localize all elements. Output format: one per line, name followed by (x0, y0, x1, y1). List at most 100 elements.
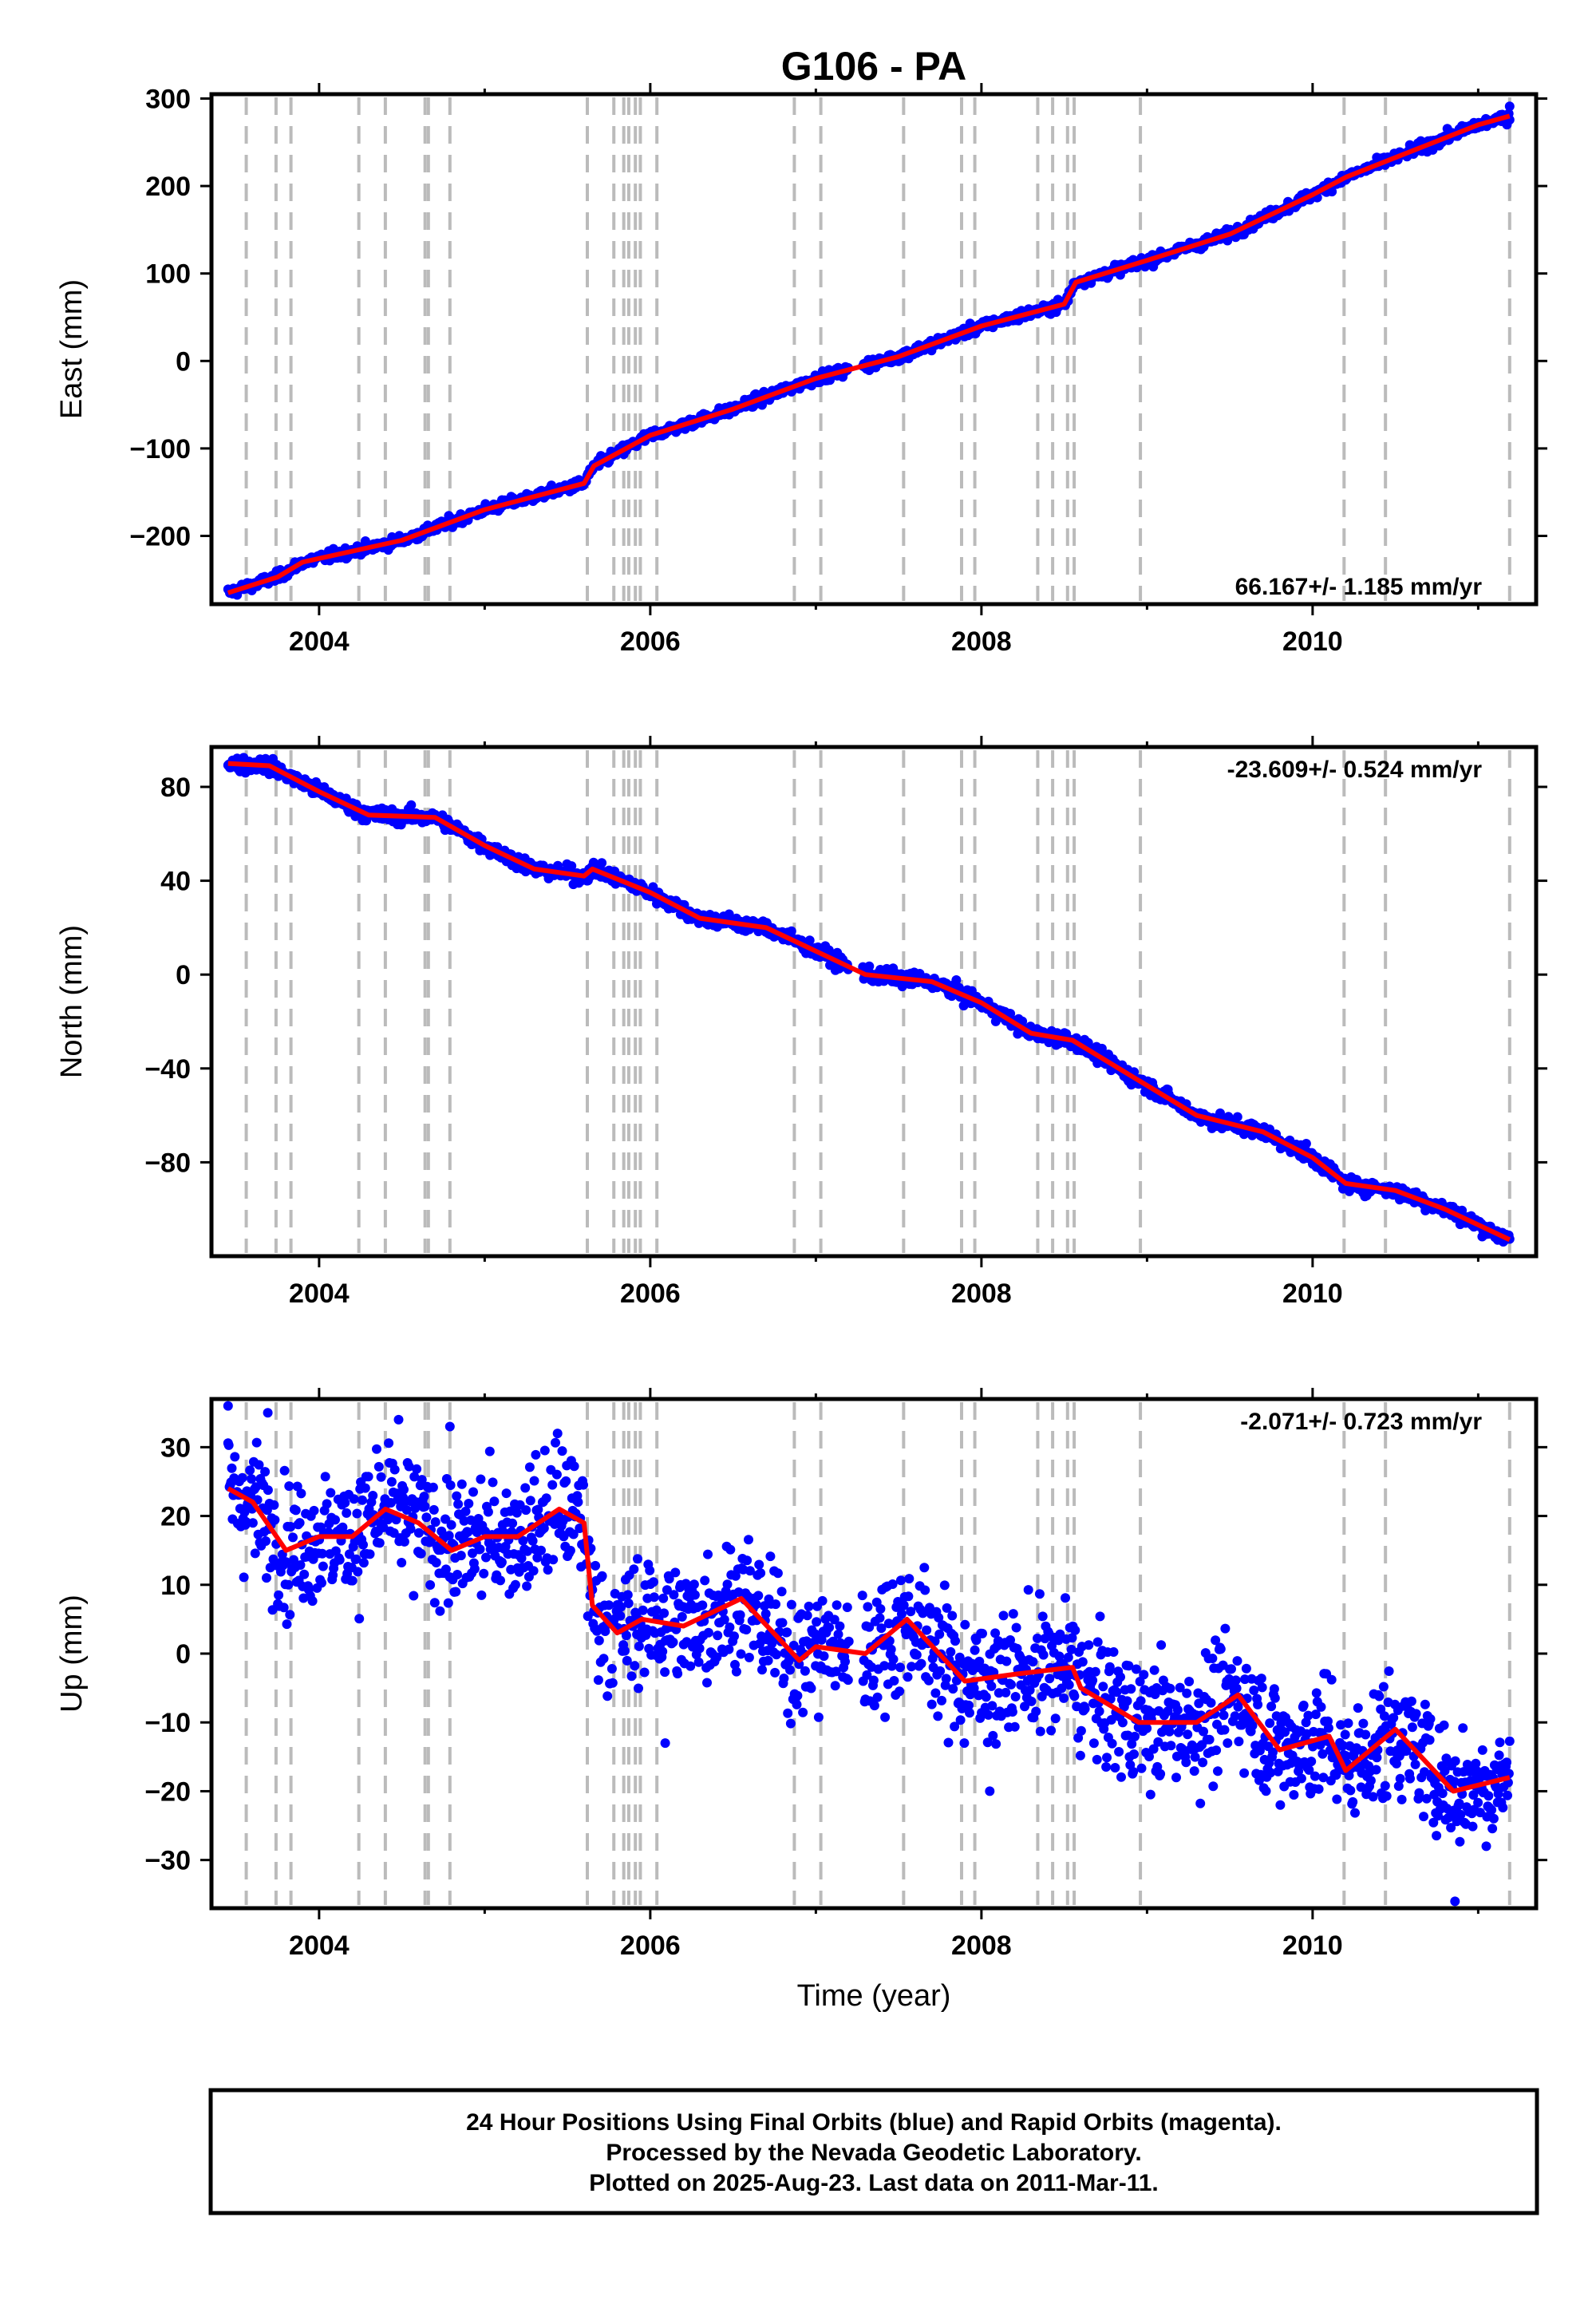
data-point (1395, 1773, 1405, 1784)
x-axis-title: Time (year) (797, 1979, 951, 2013)
data-point (567, 861, 577, 871)
data-point (864, 961, 875, 971)
data-point (1450, 1896, 1460, 1907)
data-point (606, 1664, 617, 1674)
data-point (602, 1691, 613, 1701)
data-point (1410, 1759, 1420, 1769)
data-point (615, 1611, 626, 1621)
data-point (783, 1708, 793, 1718)
data-point (445, 1480, 456, 1490)
data-point (895, 1575, 906, 1586)
data-point (819, 1651, 829, 1662)
up-rate-label: -2.071+/- 0.723 mm/yr (1240, 1409, 1482, 1435)
data-point (638, 1605, 648, 1615)
data-point (279, 1603, 289, 1613)
data-point (481, 1552, 491, 1563)
data-point (1046, 1725, 1057, 1736)
data-point (753, 1591, 764, 1601)
data-point (1481, 1841, 1491, 1852)
data-point (946, 1646, 956, 1657)
data-point (930, 1688, 941, 1698)
data-point (223, 1440, 234, 1450)
data-point (833, 1629, 843, 1639)
data-point (1007, 1707, 1017, 1717)
data-point (607, 1678, 618, 1688)
data-point (1031, 1706, 1041, 1717)
data-point (1488, 1813, 1499, 1824)
data-point (620, 1646, 630, 1656)
data-point (806, 1683, 816, 1694)
data-point (1034, 1589, 1045, 1599)
data-point (1181, 1757, 1191, 1768)
data-point (782, 1627, 792, 1638)
data-point (1343, 1718, 1353, 1729)
data-point (429, 1504, 439, 1515)
data-point (800, 1666, 810, 1676)
data-point (247, 1474, 257, 1484)
east-model-line (227, 113, 1511, 595)
data-point (792, 1690, 803, 1701)
data-point (1495, 1737, 1505, 1748)
data-point (245, 1465, 255, 1476)
data-point (317, 1578, 326, 1588)
data-point (1345, 1785, 1356, 1796)
data-point (955, 1715, 966, 1725)
data-point (294, 1518, 305, 1528)
up-x-axis: 2004 2006 2008 2010 (289, 1388, 1479, 1961)
data-point (451, 1587, 461, 1597)
data-point (648, 1577, 658, 1587)
data-point (744, 1652, 754, 1662)
data-point (1477, 1745, 1487, 1755)
data-point (1101, 1762, 1112, 1772)
data-point (1122, 1696, 1132, 1706)
data-point (835, 1621, 845, 1631)
data-point (875, 1613, 885, 1623)
data-point (230, 1452, 240, 1462)
data-point (425, 1580, 436, 1590)
data-point (1219, 1710, 1229, 1721)
data-point (725, 1622, 735, 1632)
data-point (594, 1635, 604, 1646)
data-point (1006, 1679, 1016, 1690)
data-point (1323, 1723, 1333, 1733)
data-point (510, 1579, 520, 1590)
data-point (677, 1611, 687, 1622)
data-point (279, 1465, 290, 1476)
data-point (991, 1739, 1001, 1749)
east-x-axis: 2004 2006 2008 2010 (289, 83, 1479, 657)
data-point (1266, 1701, 1277, 1712)
data-point (1088, 1675, 1098, 1686)
data-point (756, 1568, 766, 1579)
data-point (270, 1515, 280, 1525)
data-point (456, 1479, 467, 1489)
data-point (1424, 1735, 1435, 1745)
y-tick-label: 0 (176, 1639, 191, 1670)
data-point (1432, 1831, 1442, 1841)
data-point (1455, 1836, 1465, 1847)
data-point (223, 1401, 233, 1411)
data-point (1232, 1112, 1242, 1122)
y-tick-label: 10 (160, 1571, 191, 1601)
data-point (1503, 1790, 1512, 1800)
data-point (531, 1449, 541, 1460)
data-point (983, 1709, 994, 1720)
data-point (496, 1557, 507, 1567)
data-point (386, 1476, 397, 1487)
data-point (1468, 1821, 1478, 1832)
data-point (430, 1517, 440, 1528)
data-point (330, 1515, 340, 1525)
data-point (1061, 1593, 1070, 1603)
data-point (1009, 1721, 1020, 1732)
data-point (832, 1600, 842, 1611)
data-point (597, 858, 607, 868)
up-data-points (223, 1401, 1515, 1907)
x-tick-label: 2004 (289, 626, 350, 657)
data-point (1037, 1611, 1048, 1622)
data-point (1381, 1791, 1392, 1801)
data-point (760, 1609, 771, 1619)
data-point (290, 1505, 301, 1516)
data-point (786, 926, 796, 936)
data-point (1172, 1705, 1183, 1715)
data-point (1182, 1688, 1192, 1698)
